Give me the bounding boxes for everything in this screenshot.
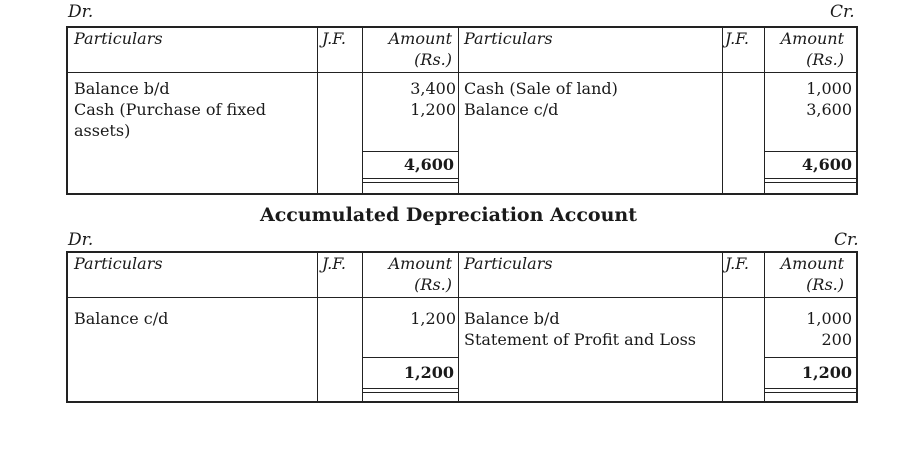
debit-amount: 1,200 [410,309,456,328]
debit-total: 1,200 [403,363,454,382]
header-amount-credit: Amount [780,254,844,273]
debit-particulars: Balance c/d [74,309,169,328]
debit-amount: 1,200 [410,100,456,119]
debit-amount: 3,400 [410,79,456,98]
credit-particulars: Balance c/d [464,100,559,119]
ledger-table-2: Particulars J.F. Amount (Rs.) Particular… [66,251,858,403]
credit-total: 1,200 [801,363,852,382]
debit-particulars: Balance b/d [74,79,170,98]
debit-particulars: assets) [74,121,131,140]
header-amount-unit-credit: (Rs.) [806,275,844,294]
header-particulars-credit: Particulars [464,254,553,273]
credit-particulars: Statement of Profit and Loss [464,330,697,349]
credit-total: 4,600 [801,155,852,174]
dr-label: Dr. [68,230,94,250]
debit-particulars: Cash (Purchase of fixed [74,100,266,119]
credit-amount: 1,000 [806,309,852,328]
header-jf: J.F. [322,254,346,273]
header-amount-unit-credit: (Rs.) [806,50,844,69]
header-particulars: Particulars [74,254,163,273]
ledger-table-1: Particulars J.F. Amount (Rs.) Particular… [66,26,858,195]
header-amount: Amount [388,254,452,273]
credit-particulars: Cash (Sale of land) [464,79,618,98]
account-title: Accumulated Depreciation Account [259,204,637,226]
header-amount-unit: (Rs.) [414,50,452,69]
header-jf: J.F. [322,29,346,48]
header-amount-credit: Amount [780,29,844,48]
dr-label: Dr. [68,2,94,22]
header-particulars: Particulars [74,29,163,48]
cr-label: Cr. [834,230,859,250]
header-jf-credit: J.F. [725,254,749,273]
header-particulars-credit: Particulars [464,29,553,48]
credit-particulars: Balance b/d [464,309,560,328]
header-jf-credit: J.F. [725,29,749,48]
header-amount: Amount [388,29,452,48]
debit-total: 4,600 [403,155,454,174]
cr-label: Cr. [830,2,855,22]
credit-amount: 200 [821,330,852,349]
header-amount-unit: (Rs.) [414,275,452,294]
credit-amount: 1,000 [806,79,852,98]
credit-amount: 3,600 [806,100,852,119]
